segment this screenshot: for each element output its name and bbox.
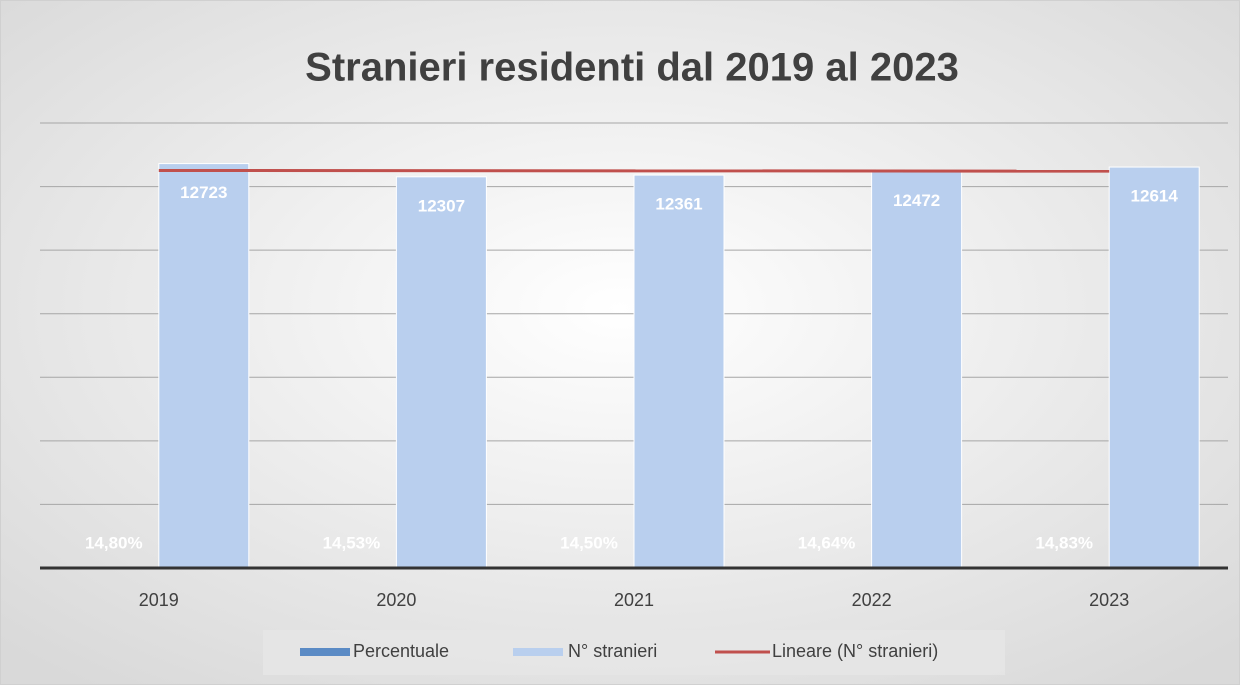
data-label: 14,64% xyxy=(798,533,856,552)
legend-swatch xyxy=(513,648,563,656)
x-tick-label: 2022 xyxy=(852,590,892,610)
bar xyxy=(159,164,249,568)
x-tick-label: 2020 xyxy=(376,590,416,610)
data-label: 12614 xyxy=(1131,187,1179,206)
legend-label: N° stranieri xyxy=(568,641,657,661)
data-label: 12723 xyxy=(180,183,227,202)
data-label: 14,50% xyxy=(560,533,618,552)
data-label: 14,53% xyxy=(323,533,381,552)
data-label: 12307 xyxy=(418,196,465,215)
data-label: 14,80% xyxy=(85,533,143,552)
legend-swatch xyxy=(300,648,350,656)
legend-label: Lineare (N° stranieri) xyxy=(772,641,938,661)
x-tick-label: 2021 xyxy=(614,590,654,610)
x-tick-label: 2019 xyxy=(139,590,179,610)
bar xyxy=(634,175,724,568)
data-label: 14,83% xyxy=(1035,533,1093,552)
data-label: 12472 xyxy=(893,191,940,210)
trendline xyxy=(159,170,1109,171)
bar xyxy=(1109,167,1199,568)
data-label: 12361 xyxy=(655,195,702,214)
chart-title: Stranieri residenti dal 2019 al 2023 xyxy=(305,46,959,90)
bar xyxy=(872,172,962,568)
legend-label: Percentuale xyxy=(353,641,449,661)
bar xyxy=(396,177,486,568)
x-tick-label: 2023 xyxy=(1089,590,1129,610)
